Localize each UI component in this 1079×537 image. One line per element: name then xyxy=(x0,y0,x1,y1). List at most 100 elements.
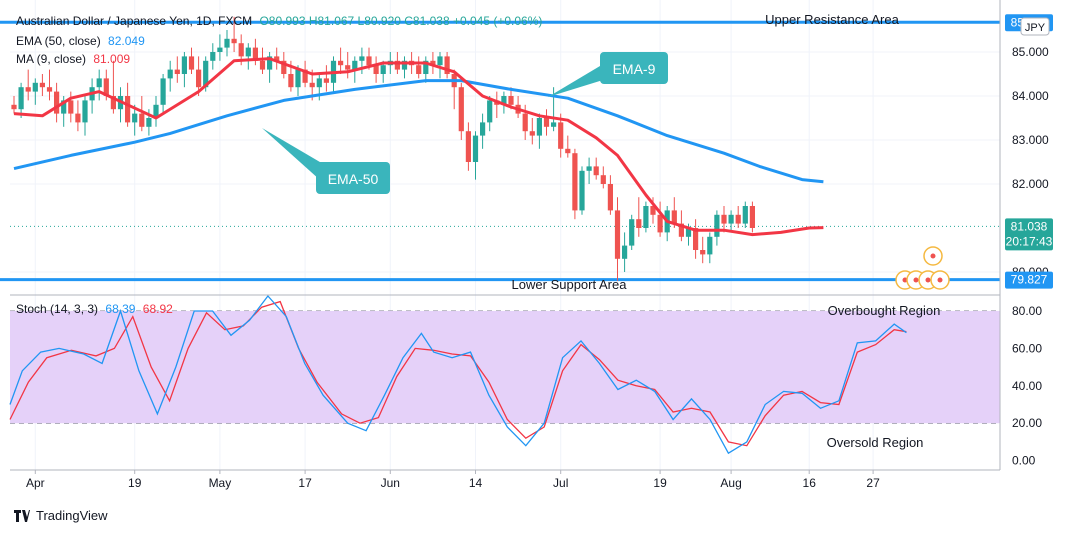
candle[interactable] xyxy=(345,65,351,70)
candle[interactable] xyxy=(188,56,195,70)
candle[interactable] xyxy=(614,210,621,259)
candle[interactable] xyxy=(607,184,613,211)
candle[interactable] xyxy=(565,148,571,154)
candle[interactable] xyxy=(401,60,408,70)
candle[interactable] xyxy=(742,206,748,224)
candle[interactable] xyxy=(25,87,31,92)
candle[interactable] xyxy=(508,96,514,105)
candle[interactable] xyxy=(430,60,436,66)
candle[interactable] xyxy=(238,43,244,57)
candle[interactable] xyxy=(728,214,734,224)
candle[interactable] xyxy=(657,214,663,233)
candle[interactable] xyxy=(543,118,550,127)
candle[interactable] xyxy=(110,96,116,110)
candle[interactable] xyxy=(707,236,713,255)
stoch-k-line[interactable] xyxy=(9,294,907,455)
candle[interactable] xyxy=(295,69,301,88)
candle[interactable] xyxy=(416,65,422,74)
candle[interactable] xyxy=(96,78,102,88)
candle[interactable] xyxy=(210,52,216,61)
candle[interactable] xyxy=(252,47,258,61)
candle[interactable] xyxy=(444,56,450,74)
candle[interactable] xyxy=(217,47,223,52)
candle[interactable] xyxy=(11,104,17,110)
candle[interactable] xyxy=(224,38,230,48)
candle[interactable] xyxy=(203,60,209,88)
candle[interactable] xyxy=(536,118,542,136)
candle[interactable] xyxy=(359,56,365,61)
candle[interactable] xyxy=(352,60,358,70)
candle[interactable] xyxy=(39,82,45,88)
candle[interactable] xyxy=(551,122,557,127)
candle[interactable] xyxy=(522,113,528,132)
candle[interactable] xyxy=(678,223,684,237)
candle[interactable] xyxy=(423,60,429,74)
candle[interactable] xyxy=(174,69,180,74)
candle[interactable] xyxy=(274,56,280,61)
candle[interactable] xyxy=(75,113,81,123)
candle[interactable] xyxy=(103,78,109,96)
candle[interactable] xyxy=(245,47,251,57)
candle[interactable] xyxy=(671,210,677,224)
candle[interactable] xyxy=(380,65,386,74)
candle[interactable] xyxy=(529,131,535,136)
candle[interactable] xyxy=(231,38,237,44)
candle[interactable] xyxy=(338,60,344,66)
candle[interactable] xyxy=(153,104,159,118)
candle[interactable] xyxy=(586,166,592,171)
candle[interactable] xyxy=(749,206,755,228)
candle[interactable] xyxy=(68,100,74,114)
ema50-line[interactable] xyxy=(13,79,824,184)
candle[interactable] xyxy=(472,135,479,162)
candle[interactable] xyxy=(181,56,187,74)
candle[interactable] xyxy=(465,131,471,162)
candle[interactable] xyxy=(32,82,38,92)
ma-legend[interactable]: MA (9, close) 81.009 xyxy=(16,52,134,66)
stoch-d-line[interactable] xyxy=(9,300,907,447)
stoch-legend[interactable]: Stoch (14, 3, 3) 68.39 68.92 xyxy=(16,302,177,316)
candle[interactable] xyxy=(139,113,145,127)
candle[interactable] xyxy=(650,206,656,215)
candle[interactable] xyxy=(487,100,493,123)
candle[interactable] xyxy=(373,65,379,74)
candle[interactable] xyxy=(167,69,173,79)
candle[interactable] xyxy=(480,122,486,136)
ma9-line[interactable] xyxy=(13,57,824,237)
candle[interactable] xyxy=(54,91,60,114)
candle[interactable] xyxy=(259,60,266,70)
candle[interactable] xyxy=(501,96,507,105)
candle[interactable] xyxy=(714,214,720,237)
candle[interactable] xyxy=(721,214,727,224)
candle[interactable] xyxy=(288,74,294,88)
candle[interactable] xyxy=(558,122,564,149)
candle[interactable] xyxy=(693,228,699,250)
candle[interactable] xyxy=(82,100,88,123)
candle[interactable] xyxy=(309,82,315,88)
candle[interactable] xyxy=(685,228,692,237)
candle[interactable] xyxy=(622,245,628,259)
candle[interactable] xyxy=(629,219,635,246)
candle[interactable] xyxy=(366,56,372,66)
candle[interactable] xyxy=(18,87,24,110)
ema-legend[interactable]: EMA (50, close) 82.049 xyxy=(16,34,149,48)
candle[interactable] xyxy=(735,214,741,224)
candle[interactable] xyxy=(458,87,464,132)
candle[interactable] xyxy=(267,56,273,70)
candle[interactable] xyxy=(437,56,443,66)
candle[interactable] xyxy=(700,250,706,255)
candle[interactable] xyxy=(636,219,642,228)
candle[interactable] xyxy=(146,118,152,127)
candle[interactable] xyxy=(46,87,53,92)
candle[interactable] xyxy=(323,78,329,83)
candle[interactable] xyxy=(302,69,308,83)
candle[interactable] xyxy=(125,96,131,123)
candle[interactable] xyxy=(593,166,599,176)
candle[interactable] xyxy=(579,170,585,211)
candle[interactable] xyxy=(643,206,649,228)
candle[interactable] xyxy=(394,60,400,70)
candle[interactable] xyxy=(196,69,202,88)
currency-tag[interactable] xyxy=(1020,17,1050,36)
candle[interactable] xyxy=(316,78,322,88)
candle[interactable] xyxy=(572,153,578,211)
